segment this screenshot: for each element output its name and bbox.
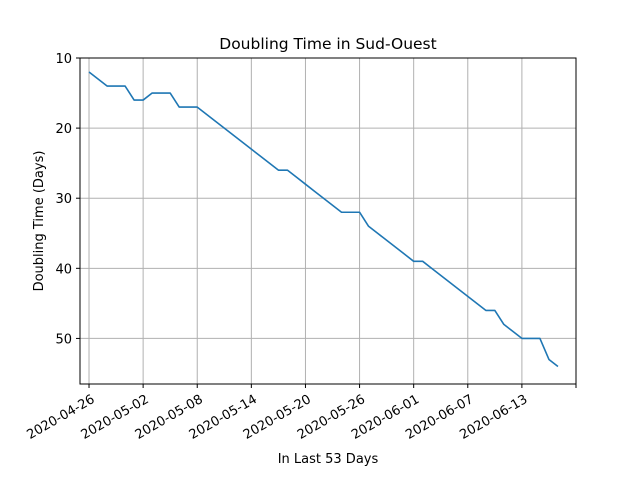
plot-frame: [79, 57, 577, 385]
chart-title: Doubling Time in Sud-Ouest: [219, 35, 436, 53]
x-axis-label: In Last 53 Days: [278, 452, 379, 467]
plot-lines: [88, 71, 559, 368]
y-tick-label: 10: [55, 52, 72, 67]
y-tick-label: 40: [55, 262, 72, 277]
y-tick-label: 50: [55, 332, 72, 347]
y-axis-ticks: 10 20 30 40 50: [55, 52, 80, 347]
y-tick-label: 30: [55, 192, 72, 207]
y-tick-label: 20: [55, 122, 72, 137]
series-line-doubling-time: [88, 71, 559, 368]
y-axis-label: Doubling Time (Days): [32, 151, 47, 292]
